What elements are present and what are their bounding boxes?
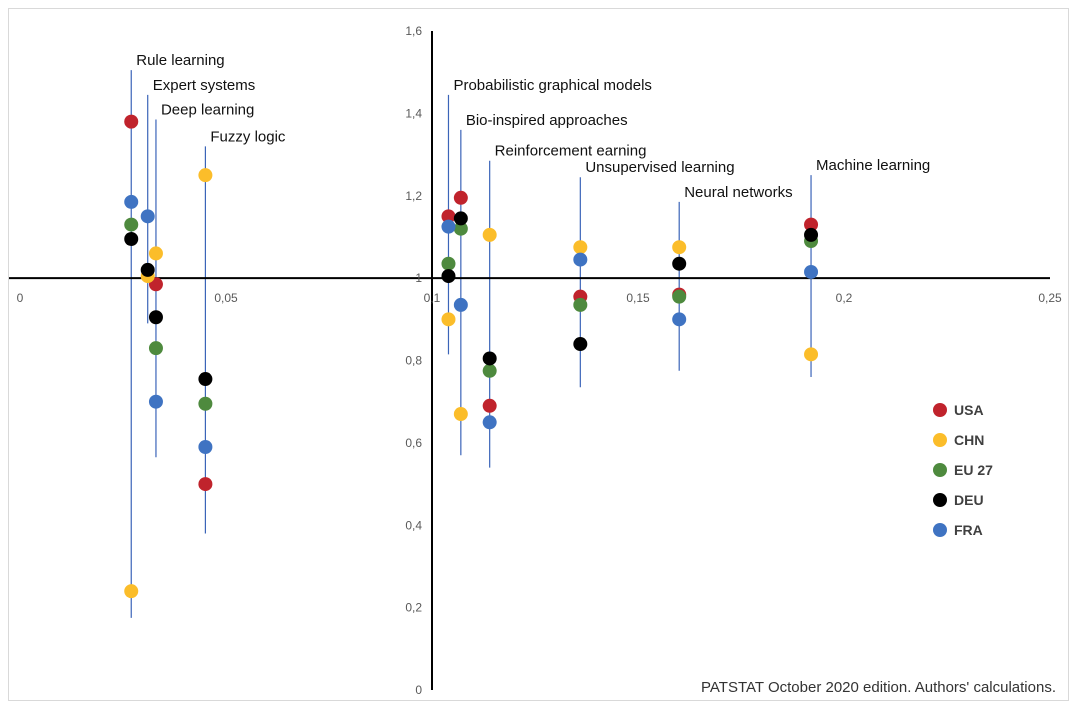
data-point: [148, 394, 163, 409]
data-point: [804, 217, 819, 232]
x-tick-label: 0,15: [626, 291, 650, 305]
data-point: [482, 415, 497, 430]
data-point: [441, 269, 456, 284]
data-point: [148, 246, 163, 261]
data-point: [453, 407, 468, 422]
data-point: [124, 217, 139, 232]
data-point: [198, 168, 213, 183]
data-point: [453, 190, 468, 205]
legend-label: EU 27: [954, 462, 993, 478]
data-point: [124, 231, 139, 246]
y-tick-label: 1,4: [405, 106, 422, 120]
y-tick-label: 0,6: [405, 436, 422, 450]
data-point: [441, 312, 456, 327]
y-tick-label: 1: [415, 271, 422, 285]
legend-marker: [933, 463, 947, 477]
data-point: [482, 398, 497, 413]
data-point: [441, 219, 456, 234]
data-point: [672, 256, 687, 271]
group-label: Neural networks: [684, 184, 792, 201]
data-point: [198, 477, 213, 492]
group-label: Unsupervised learning: [585, 159, 734, 176]
data-point: [441, 209, 456, 224]
x-tick-label: 0: [17, 291, 24, 305]
data-point: [804, 264, 819, 279]
data-point: [804, 347, 819, 362]
tick-labels: 0 0,05 0,1 0,15 0,2 0,25 0 0,2 0,4 0,6 0,8 1 1,2 1,4 1…: [17, 24, 1062, 697]
data-point: [672, 289, 687, 304]
data-point: [482, 351, 497, 366]
axes: [9, 31, 1050, 690]
data-point: [482, 363, 497, 378]
data-point: [124, 584, 139, 599]
legend-label: DEU: [954, 492, 984, 508]
chart-border: [8, 8, 1069, 701]
data-point: [672, 312, 687, 327]
legend-marker: [933, 523, 947, 537]
data-point: [124, 194, 139, 209]
group-label: Rule learning: [136, 52, 224, 69]
group-label: Probabilistic graphical models: [453, 77, 651, 94]
data-point: [140, 262, 155, 277]
data-point: [573, 297, 588, 312]
data-point: [198, 372, 213, 387]
data-point: [441, 256, 456, 271]
group-label: Reinforcement earning: [495, 143, 647, 160]
x-tick-label: 0,1: [424, 291, 441, 305]
data-point: [573, 337, 588, 352]
y-tick-label: 0: [415, 683, 422, 697]
y-tick-label: 1,6: [405, 24, 422, 38]
legend-label: USA: [954, 402, 984, 418]
data-point: [198, 396, 213, 411]
legend: USA CHN EU 27 DEU FRA: [933, 402, 993, 538]
legend-marker: [933, 433, 947, 447]
y-tick-label: 1,2: [405, 189, 422, 203]
data-point: [672, 240, 687, 255]
data-point: [573, 252, 588, 267]
data-points: [124, 114, 819, 599]
data-point: [148, 341, 163, 356]
data-point: [148, 310, 163, 325]
group-label: Deep learning: [161, 102, 254, 119]
data-point: [198, 439, 213, 454]
data-point: [804, 227, 819, 242]
x-tick-label: 0,25: [1038, 291, 1062, 305]
data-point: [140, 209, 155, 224]
group-labels: Rule learning Expert systems Deep learning…: [136, 52, 930, 201]
data-point: [482, 227, 497, 242]
source-note: PATSTAT October 2020 edition. Authors' c…: [701, 679, 1056, 696]
data-point: [573, 240, 588, 255]
data-point: [453, 221, 468, 236]
group-label: Expert systems: [153, 77, 256, 94]
legend-label: CHN: [954, 432, 984, 448]
legend-label: FRA: [954, 522, 983, 538]
data-point: [453, 211, 468, 226]
legend-marker: [933, 493, 947, 507]
y-tick-label: 0,4: [405, 518, 422, 532]
data-point: [453, 297, 468, 312]
y-tick-label: 0,8: [405, 354, 422, 368]
group-label: Fuzzy logic: [210, 128, 286, 145]
x-tick-label: 0,05: [214, 291, 238, 305]
y-tick-label: 0,2: [405, 601, 422, 615]
x-tick-label: 0,2: [836, 291, 853, 305]
group-label: Machine learning: [816, 157, 930, 174]
legend-marker: [933, 403, 947, 417]
data-point: [124, 114, 139, 129]
group-label: Bio-inspired approaches: [466, 112, 628, 129]
